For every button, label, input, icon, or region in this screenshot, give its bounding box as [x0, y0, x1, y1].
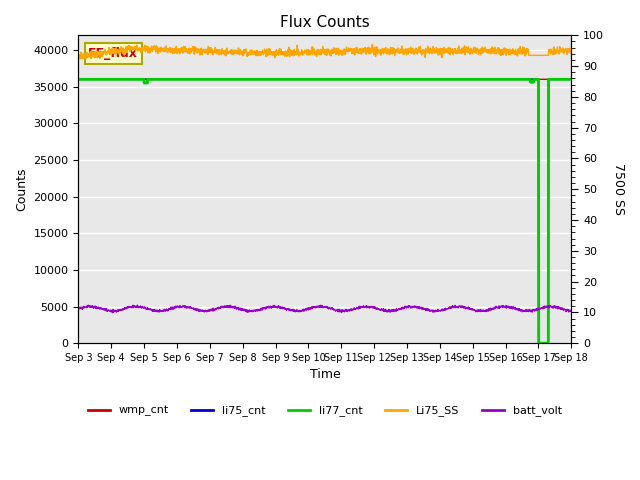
- Y-axis label: Counts: Counts: [15, 168, 28, 211]
- Y-axis label: 7500 SS: 7500 SS: [612, 163, 625, 215]
- X-axis label: Time: Time: [310, 369, 340, 382]
- Text: EE_flux: EE_flux: [88, 47, 138, 60]
- Title: Flux Counts: Flux Counts: [280, 15, 370, 30]
- Legend: wmp_cnt, li75_cnt, li77_cnt, Li75_SS, batt_volt: wmp_cnt, li75_cnt, li77_cnt, Li75_SS, ba…: [83, 401, 566, 421]
